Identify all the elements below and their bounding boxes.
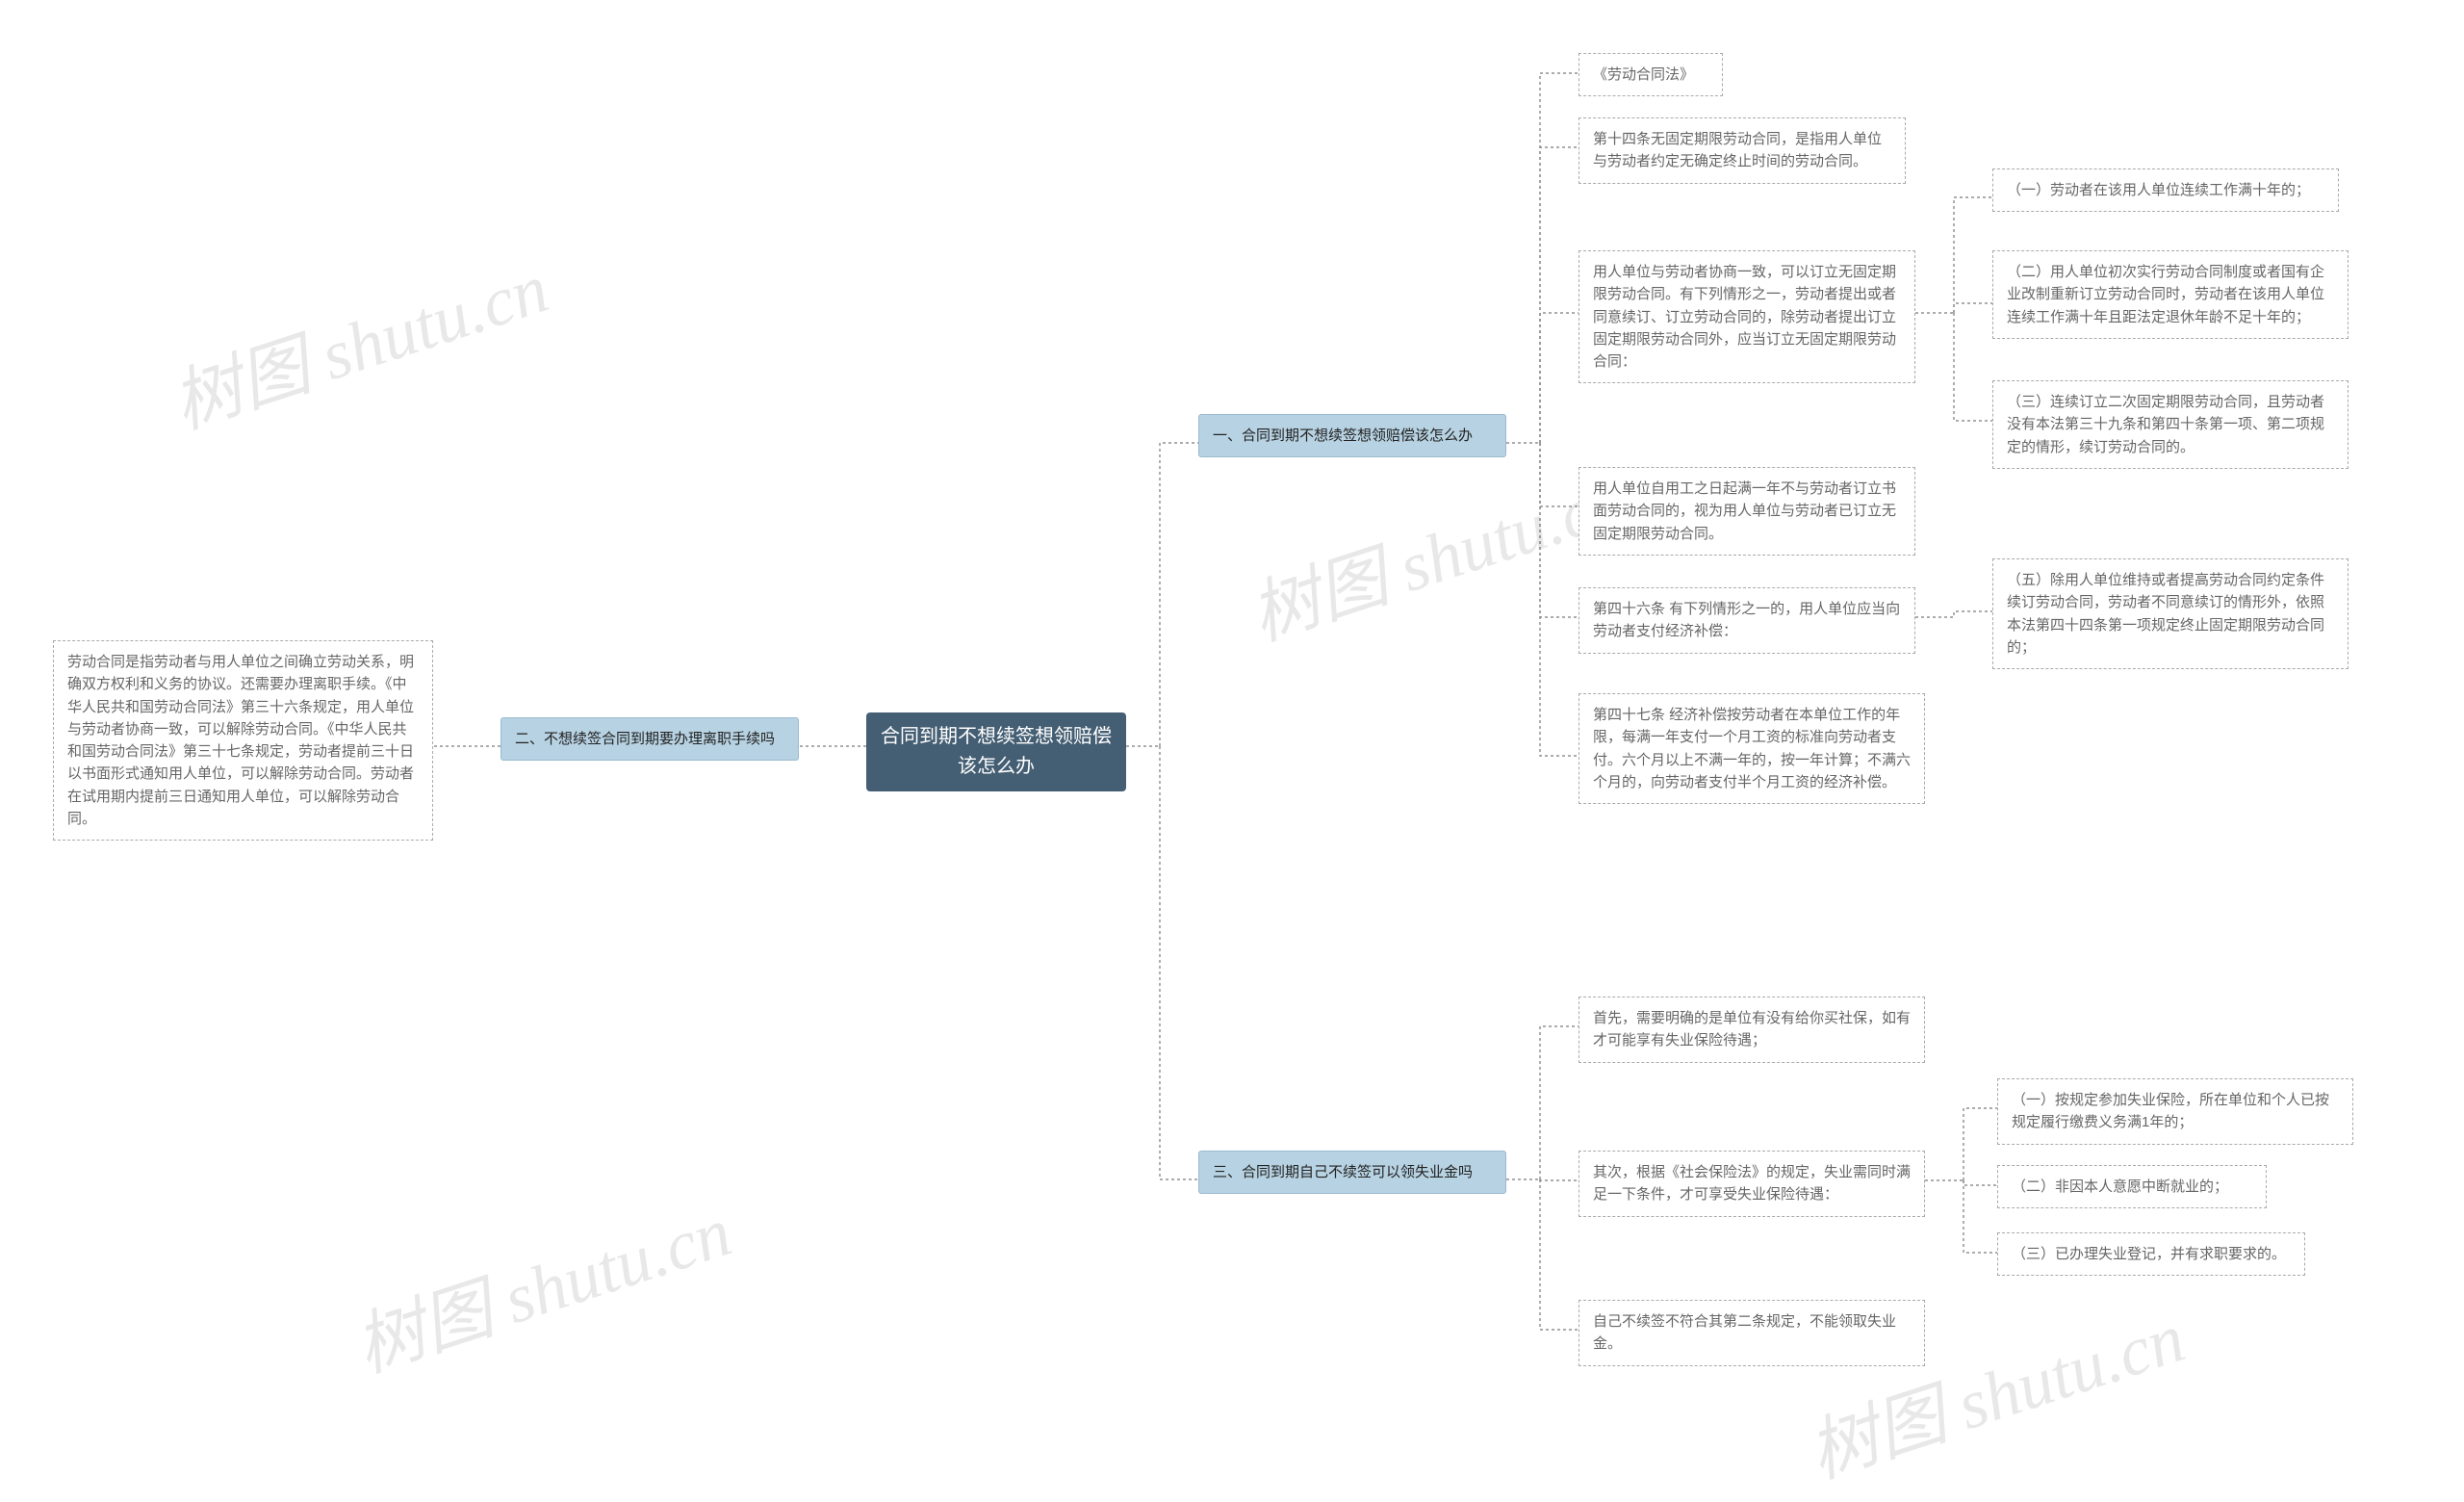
leaf-node-3b3: （三）已办理失业登记，并有求职要求的。 bbox=[1997, 1232, 2305, 1276]
leaf-node-3a: 首先，需要明确的是单位有没有给你买社保，如有才可能享有失业保险待遇； bbox=[1578, 997, 1925, 1063]
leaf-node-1c1: （一）劳动者在该用人单位连续工作满十年的； bbox=[1992, 168, 2339, 212]
leaf-node-3b: 其次，根据《社会保险法》的规定，失业需同时满足一下条件，才可享受失业保险待遇： bbox=[1578, 1151, 1925, 1217]
leaf-node-1e: 第四十六条 有下列情形之一的，用人单位应当向劳动者支付经济补偿： bbox=[1578, 587, 1915, 654]
leaf-node-1e1: （五）除用人单位维持或者提高劳动合同约定条件续订劳动合同，劳动者不同意续订的情形… bbox=[1992, 558, 2348, 669]
branch-node-3[interactable]: 三、合同到期自己不续签可以领失业金吗 bbox=[1198, 1151, 1506, 1194]
branch-node-1[interactable]: 一、合同到期不想续签想领赔偿该怎么办 bbox=[1198, 414, 1506, 457]
leaf-node-1c2: （二）用人单位初次实行劳动合同制度或者国有企业改制重新订立劳动合同时，劳动者在该… bbox=[1992, 250, 2348, 339]
watermark: 树图 shutu.cn bbox=[158, 231, 559, 448]
branch-node-2[interactable]: 二、不想续签合同到期要办理离职手续吗 bbox=[500, 717, 799, 761]
leaf-node-1f: 第四十七条 经济补偿按劳动者在本单位工作的年限，每满一年支付一个月工资的标准向劳… bbox=[1578, 693, 1925, 804]
leaf-node-3b2: （二）非因本人意愿中断就业的； bbox=[1997, 1165, 2267, 1208]
leaf-node-3b1: （一）按规定参加失业保险，所在单位和个人已按规定履行缴费义务满1年的； bbox=[1997, 1078, 2353, 1145]
leaf-node-1a: 《劳动合同法》 bbox=[1578, 53, 1723, 96]
root-node[interactable]: 合同到期不想续签想领赔偿该怎么办 bbox=[866, 712, 1126, 791]
leaf-node-1c: 用人单位与劳动者协商一致，可以订立无固定期限劳动合同。有下列情形之一，劳动者提出… bbox=[1578, 250, 1915, 383]
leaf-node-1d: 用人单位自用工之日起满一年不与劳动者订立书面劳动合同的，视为用人单位与劳动者已订… bbox=[1578, 467, 1915, 556]
watermark: 树图 shutu.cn bbox=[341, 1175, 742, 1391]
watermark: 树图 shutu.cn bbox=[1236, 443, 1637, 660]
leaf-node-1b: 第十四条无固定期限劳动合同，是指用人单位与劳动者约定无确定终止时间的劳动合同。 bbox=[1578, 117, 1906, 184]
leaf-node-1c3: （三）连续订立二次固定期限劳动合同，且劳动者没有本法第三十九条和第四十条第一项、… bbox=[1992, 380, 2348, 469]
leaf-node-2a: 劳动合同是指劳动者与用人单位之间确立劳动关系，明确双方权利和义务的协议。还需要办… bbox=[53, 640, 433, 841]
leaf-node-3c: 自己不续签不符合其第二条规定，不能领取失业金。 bbox=[1578, 1300, 1925, 1366]
